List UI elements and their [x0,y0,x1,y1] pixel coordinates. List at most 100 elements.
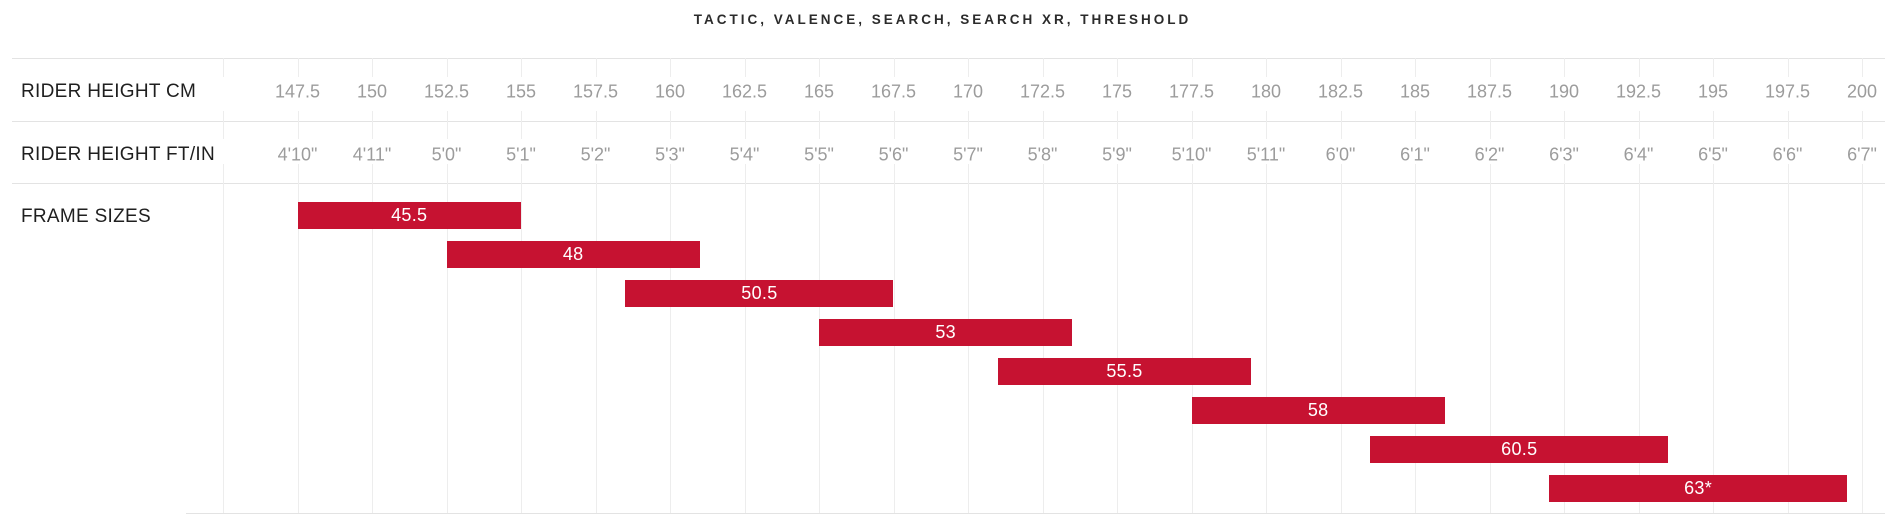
cm-tick-label: 190 [1548,81,1580,102]
column-gridline [297,111,299,139]
column-gridline [372,164,373,513]
ftin-tick-label: 5'10" [1171,144,1212,165]
ftin-tick-label: 6'7" [1847,144,1877,165]
column-gridline [1340,111,1342,139]
column-gridline [968,111,969,139]
column-gridline [819,58,820,77]
column-gridline [1191,58,1193,77]
ftin-tick-label: 5'1" [506,144,536,165]
frame-size-bar-label: 50.5 [741,282,778,303]
cm-tick-label: 152.5 [423,81,470,102]
cm-tick-label: 200 [1846,81,1878,102]
column-gridline [670,58,671,77]
column-gridline [595,111,597,139]
ftin-tick-label: 6'6" [1772,144,1803,165]
cm-tick-label: 162.5 [721,81,768,102]
column-gridline [1638,164,1640,513]
frame-size-bar-label: 45.5 [391,204,428,225]
ftin-tick-label: 5'0" [431,144,462,165]
cm-tick-label: 180 [1250,81,1282,102]
cm-tick-label: 155 [505,81,537,102]
cm-tick-label: 157.5 [572,81,619,102]
frame-size-bar: 48 [446,240,700,268]
column-gridline [1787,111,1789,139]
row-label-rider-height-ftin: RIDER HEIGHT FT/IN [21,144,215,165]
column-gridline [1415,58,1416,77]
column-gridline [893,58,895,77]
ftin-tick-label: 5'3" [655,144,685,165]
column-gridline [1787,164,1789,513]
cm-tick-label: 177.5 [1168,81,1215,102]
column-gridline [1489,58,1491,77]
column-gridline [223,164,224,513]
cm-tick-label: 185 [1399,81,1431,102]
column-gridline [1564,58,1565,77]
frame-size-bar-label: 55.5 [1106,360,1143,381]
column-gridline [1489,164,1491,513]
ftin-tick-label: 5'2" [580,144,611,165]
cm-tick-label: 182.5 [1317,81,1364,102]
cm-tick-label: 150 [356,81,388,102]
frame-size-bar: 55.5 [997,357,1252,385]
column-gridline [1191,164,1193,513]
ftin-tick-label: 5'7" [953,144,983,165]
column-gridline [595,164,597,513]
column-gridline [521,164,522,513]
ftin-tick-label: 5'8" [1027,144,1058,165]
ftin-tick-label: 6'1" [1400,144,1430,165]
column-gridline [595,58,597,77]
ftin-tick-label: 5'5" [804,144,834,165]
table-top-border [12,58,1885,59]
column-gridline [819,111,820,139]
ftin-tick-label: 6'5" [1698,144,1728,165]
frame-size-bar: 58 [1191,396,1445,424]
column-gridline [1266,58,1267,77]
frame-size-bar-label: 48 [562,243,584,264]
column-gridline [1117,58,1118,77]
ftin-tick-label: 6'0" [1325,144,1356,165]
column-gridline [1713,111,1714,139]
cm-tick-label: 167.5 [870,81,917,102]
frame-size-bar-label: 63* [1684,477,1713,498]
column-gridline [1862,164,1863,513]
ftin-tick-label: 4'10" [277,144,318,165]
row-label-frame-sizes: FRAME SIZES [21,206,151,227]
column-gridline [446,111,448,139]
ftin-tick-label: 6'2" [1474,144,1505,165]
column-gridline [1340,164,1342,513]
column-gridline [1489,111,1491,139]
column-gridline [1564,164,1565,513]
column-gridline [1340,58,1342,77]
column-gridline [1713,58,1714,77]
cm-tick-label: 195 [1697,81,1729,102]
column-gridline [1042,58,1044,77]
cm-tick-label: 165 [803,81,835,102]
column-gridline [670,111,671,139]
row-separator-ftin-frames [12,183,1885,184]
frame-size-bar-label: 53 [935,321,956,342]
column-gridline [670,164,671,513]
frame-size-bar: 45.5 [297,201,521,229]
column-gridline [1415,111,1416,139]
ftin-tick-label: 5'11" [1246,144,1286,165]
column-gridline [1638,58,1640,77]
cm-tick-label: 192.5 [1615,81,1662,102]
column-gridline [1638,111,1640,139]
ftin-tick-label: 6'3" [1549,144,1579,165]
ftin-tick-label: 5'6" [878,144,909,165]
column-gridline [223,111,224,139]
column-gridline [1787,58,1789,77]
column-gridline [372,111,373,139]
column-gridline [744,58,746,77]
chart-title: TACTIC, VALENCE, SEARCH, SEARCH XR, THRE… [693,12,1192,27]
cm-tick-label: 197.5 [1764,81,1811,102]
column-gridline [446,164,448,513]
ftin-tick-label: 5'9" [1102,144,1132,165]
column-gridline [521,111,522,139]
ftin-tick-label: 4'11" [352,144,392,165]
frame-size-bar-label: 58 [1307,399,1329,420]
column-gridline [744,164,746,513]
column-gridline [744,111,746,139]
frame-size-bar: 60.5 [1370,435,1669,463]
